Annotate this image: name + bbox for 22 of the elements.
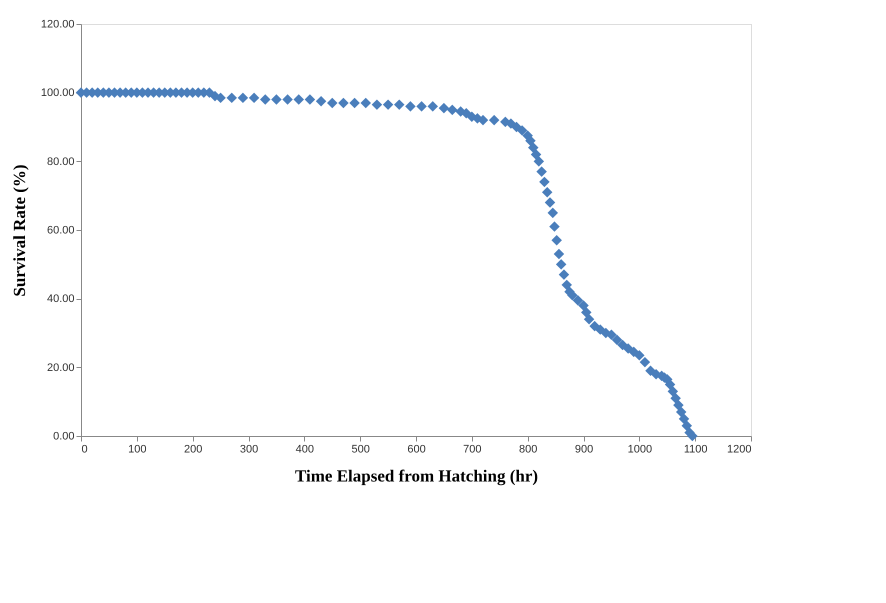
y-tick-label: 40.00 <box>46 293 74 306</box>
y-tick-label: 0.00 <box>53 430 74 442</box>
x-tick-label: 1200 <box>727 444 752 456</box>
y-tick-label: 60.00 <box>46 224 74 236</box>
x-tick-label: 700 <box>463 444 482 456</box>
x-tick-label: 300 <box>240 444 258 456</box>
x-tick-label: 800 <box>518 444 538 456</box>
y-tick-label: 120.00 <box>40 18 74 30</box>
x-tick-label: 600 <box>407 444 426 456</box>
x-tick-label: 100 <box>128 444 147 456</box>
y-axis-title: Survival Rate (%) <box>10 164 29 297</box>
x-tick-label: 1100 <box>684 444 708 456</box>
x-tick-label: 900 <box>574 444 594 456</box>
x-tick-label: 400 <box>296 444 314 456</box>
x-tick-label: 200 <box>184 444 202 456</box>
y-tick-label: 80.00 <box>46 156 74 168</box>
x-tick-label: 0 <box>82 444 88 456</box>
x-tick-label: 1000 <box>628 444 652 456</box>
x-tick-label: 500 <box>351 444 370 456</box>
y-tick-label: 100.00 <box>40 87 74 100</box>
y-tick-label: 20.00 <box>46 362 74 374</box>
x-axis-title: Time Elapsed from Hatching (hr) <box>294 466 538 486</box>
